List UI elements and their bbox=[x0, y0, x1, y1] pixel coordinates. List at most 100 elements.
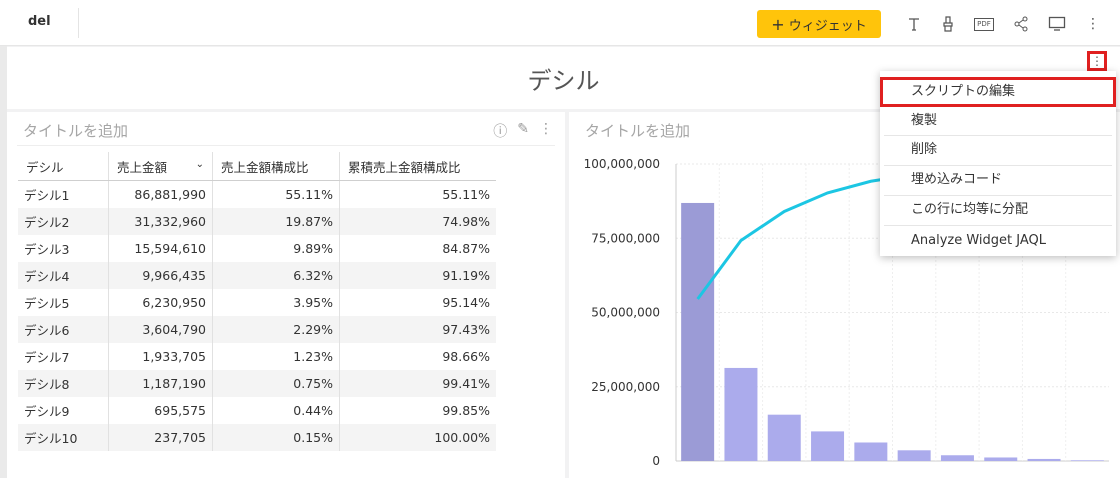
dashboard-tab-title[interactable]: del bbox=[28, 14, 51, 29]
table-cell: 97.43% bbox=[339, 316, 496, 343]
widget-context-menu: スクリプトの編集 複製 削除 埋め込みコード この行に均等に分配 Analyze… bbox=[880, 71, 1116, 256]
bar bbox=[811, 431, 845, 461]
table-cell: 84.87% bbox=[339, 235, 496, 262]
table-cell: 1.23% bbox=[212, 343, 340, 370]
sidebar-collapsed-edge[interactable] bbox=[0, 0, 7, 478]
bar bbox=[681, 202, 715, 461]
table-row[interactable]: デシル8 1,187,190 0.75% 99.41% bbox=[18, 370, 496, 397]
table-cell: 99.85% bbox=[339, 397, 496, 424]
y-tick-label: 25,000,000 bbox=[591, 380, 660, 394]
column-header-sorted[interactable]: 売上金額 ⌄ bbox=[108, 152, 213, 181]
table-cell: デシル7 bbox=[24, 350, 70, 365]
table-cell: デシル5 bbox=[24, 296, 70, 311]
pdf-icon[interactable]: PDF bbox=[974, 14, 994, 34]
table-cell: 19.87% bbox=[212, 208, 340, 235]
y-tick-label: 75,000,000 bbox=[591, 231, 660, 245]
table-cell: 3.95% bbox=[212, 289, 340, 316]
table-cell: 2.29% bbox=[212, 316, 340, 343]
add-widget-label: ウィジェット bbox=[788, 18, 867, 34]
top-toolbar: del + ウィジェット PDF ⋮ bbox=[0, 0, 1120, 46]
monitor-icon[interactable] bbox=[1047, 14, 1067, 34]
table-row[interactable]: デシル5 6,230,950 3.95% 95.14% bbox=[18, 289, 496, 316]
table-cell: デシル9 bbox=[24, 404, 70, 419]
bar bbox=[1027, 458, 1061, 461]
pivot-table: デシル 売上金額 ⌄ 売上金額構成比 累積売上金額構成比 デシル1 86,881,9… bbox=[18, 152, 496, 451]
table-cell: 74.98% bbox=[339, 208, 496, 235]
table-row[interactable]: デシル9 695,575 0.44% 99.85% bbox=[18, 397, 496, 424]
table-cell: デシル3 bbox=[24, 242, 70, 257]
table-row[interactable]: デシル6 3,604,790 2.29% 97.43% bbox=[18, 316, 496, 343]
bar bbox=[940, 455, 974, 461]
table-cell: 9.89% bbox=[212, 235, 340, 262]
dashboard-title: デシル bbox=[527, 67, 600, 95]
column-header[interactable]: デシル bbox=[18, 152, 109, 181]
table-cell: 91.19% bbox=[339, 262, 496, 289]
table-cell: 15,594,610 bbox=[108, 235, 213, 262]
table-row[interactable]: デシル1 86,881,990 55.11% 55.11% bbox=[18, 180, 496, 208]
divider bbox=[17, 145, 555, 146]
table-cell: 6,230,950 bbox=[108, 289, 213, 316]
table-row[interactable]: デシル3 15,594,610 9.89% 84.87% bbox=[18, 235, 496, 262]
kebab-icon[interactable]: ⋮ bbox=[539, 121, 553, 137]
info-icon[interactable]: ⓘ bbox=[493, 124, 508, 140]
pivot-table-widget: タイトルを追加 ⓘ ✎ ⋮ デシル 売上金額 ⌄ 売上金額構成比 累積売上金額構成… bbox=[7, 112, 565, 478]
menu-item-edit-script[interactable]: スクリプトの編集 bbox=[880, 77, 1116, 107]
bar bbox=[1070, 460, 1104, 461]
table-cell: 55.11% bbox=[212, 180, 340, 208]
divider bbox=[884, 135, 1112, 136]
table-cell: デシル4 bbox=[18, 262, 109, 289]
table-cell: 6.32% bbox=[212, 262, 340, 289]
kebab-icon[interactable]: ⋮ bbox=[1086, 16, 1100, 32]
menu-item-embed-code[interactable]: 埋め込みコード bbox=[911, 172, 1003, 187]
table-cell: 86,881,990 bbox=[108, 180, 213, 208]
divider bbox=[78, 8, 79, 38]
table-row[interactable]: デシル2 31,332,960 19.87% 74.98% bbox=[18, 208, 496, 235]
text-icon[interactable] bbox=[904, 14, 924, 34]
table-cell: 95.14% bbox=[339, 289, 496, 316]
table-cell: 0.44% bbox=[212, 397, 340, 424]
menu-item-duplicate[interactable]: 複製 bbox=[911, 113, 938, 128]
menu-item-delete[interactable]: 削除 bbox=[911, 142, 938, 157]
table-cell: 0.75% bbox=[212, 370, 340, 397]
table-row[interactable]: デシル4 9,966,435 6.32% 91.19% bbox=[18, 262, 496, 289]
plus-icon: + bbox=[771, 14, 785, 34]
table-cell: 1,187,190 bbox=[108, 370, 213, 397]
divider bbox=[884, 195, 1112, 196]
menu-item-distribute-row[interactable]: この行に均等に分配 bbox=[911, 202, 1029, 217]
widget-title[interactable]: タイトルを追加 bbox=[23, 122, 129, 140]
y-tick-label: 50,000,000 bbox=[591, 306, 660, 320]
table-cell: デシル10 bbox=[18, 424, 109, 451]
divider bbox=[884, 165, 1112, 166]
widget-menu-kebab-icon[interactable]: ⋮ bbox=[1087, 51, 1107, 71]
table-row[interactable]: デシル10 237,705 0.15% 100.00% bbox=[18, 424, 496, 451]
widget-title[interactable]: タイトルを追加 bbox=[585, 122, 691, 140]
table-cell: 98.66% bbox=[339, 343, 496, 370]
table-cell: デシル6 bbox=[18, 316, 109, 343]
bar bbox=[767, 414, 801, 461]
table-cell: 31,332,960 bbox=[108, 208, 213, 235]
table-row[interactable]: デシル7 1,933,705 1.23% 98.66% bbox=[18, 343, 496, 370]
table-cell: 3,604,790 bbox=[108, 316, 213, 343]
menu-item-analyze-jaql[interactable]: Analyze Widget JAQL bbox=[911, 233, 1047, 248]
brush-icon[interactable] bbox=[938, 14, 958, 34]
chevron-down-icon[interactable]: ⌄ bbox=[195, 158, 204, 170]
column-header[interactable]: 累積売上金額構成比 bbox=[339, 152, 496, 181]
edit-icon[interactable]: ✎ bbox=[517, 121, 529, 137]
table-cell: 1,933,705 bbox=[108, 343, 213, 370]
table-cell: 237,705 bbox=[108, 424, 213, 451]
table-cell: デシル1 bbox=[24, 188, 70, 203]
y-tick-label: 100,000,000 bbox=[584, 157, 660, 171]
table-cell: 9,966,435 bbox=[108, 262, 213, 289]
divider bbox=[884, 225, 1112, 226]
bar bbox=[724, 367, 758, 461]
bar bbox=[984, 457, 1018, 461]
bar bbox=[854, 442, 888, 461]
table-cell: 100.00% bbox=[339, 424, 496, 451]
share-icon[interactable] bbox=[1011, 14, 1031, 34]
column-header[interactable]: 売上金額構成比 bbox=[212, 152, 340, 181]
bar bbox=[897, 450, 931, 461]
table-cell: デシル2 bbox=[18, 208, 109, 235]
pdf-label: PDF bbox=[974, 17, 994, 31]
add-widget-button[interactable]: + ウィジェット bbox=[757, 10, 881, 38]
table-cell: 99.41% bbox=[339, 370, 496, 397]
